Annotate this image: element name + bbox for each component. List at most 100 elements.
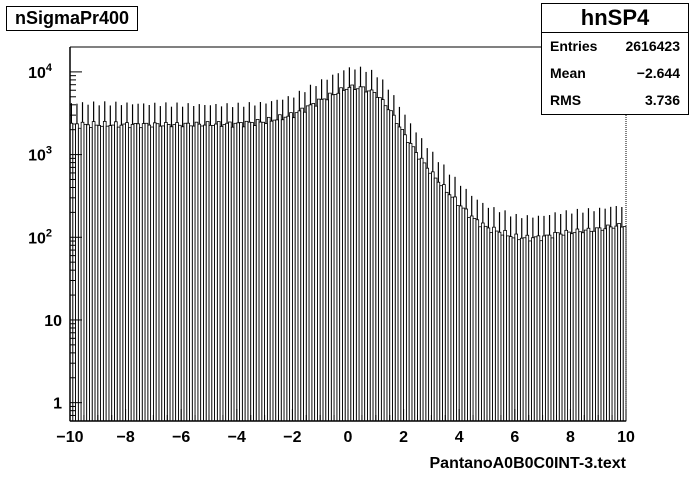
histogram-bin [130, 124, 135, 422]
stats-entries-value: 2616423 [625, 38, 680, 54]
histogram-bin [297, 110, 302, 422]
histogram-bin [186, 122, 190, 422]
histogram-bin [122, 123, 126, 422]
histogram-bin [347, 87, 352, 422]
histogram-bin [105, 125, 110, 422]
histogram-bin [558, 233, 563, 422]
histogram-bin [308, 104, 313, 422]
histogram-bin [453, 196, 457, 422]
histogram-bin [239, 122, 243, 422]
histogram-bin [444, 191, 449, 422]
x-tick-label: 0 [344, 429, 353, 446]
histogram-bin [417, 158, 421, 422]
histogram-bin [533, 236, 538, 422]
histogram-bin [506, 235, 510, 422]
histogram-bin [608, 226, 613, 422]
histogram-bin [378, 97, 382, 422]
histogram-bin [583, 229, 588, 422]
histogram-bin [564, 229, 569, 422]
histogram-bin [386, 109, 391, 422]
histogram-bin [317, 98, 321, 422]
histogram-bin [547, 234, 552, 422]
histogram-bin [595, 227, 599, 422]
histogram-bin [542, 235, 546, 422]
histogram-bin [278, 114, 282, 422]
histogram-bin [325, 99, 329, 422]
stats-row-mean: Mean −2.644 [542, 60, 688, 87]
stats-entries-label: Entries [550, 38, 598, 54]
histogram-bin [328, 92, 332, 422]
histogram-bin [136, 123, 140, 422]
histogram-bin [147, 124, 152, 422]
histogram-bin [250, 122, 254, 422]
histogram-bin [408, 143, 413, 422]
histogram-bin [241, 126, 246, 422]
y-tick-label: 1 [53, 396, 62, 413]
histogram-bin [100, 125, 104, 422]
histogram-bin [236, 122, 240, 422]
y-tick-label: 103 [28, 145, 52, 165]
histogram-bin [91, 121, 96, 422]
histogram-bin [289, 112, 293, 422]
histogram-bin [294, 112, 299, 422]
histogram-bin [102, 121, 107, 422]
histogram-bin [200, 125, 204, 422]
y-tick-label: 104 [28, 62, 53, 82]
histogram-bin [89, 127, 93, 422]
histogram-error-bars [70, 66, 623, 239]
histogram-bin [164, 122, 168, 422]
histogram-bin [400, 129, 405, 422]
histogram-bin [77, 127, 82, 422]
histogram-bin [272, 119, 277, 422]
histogram-bin [553, 231, 557, 422]
histogram-bin [344, 88, 349, 422]
histogram-bin [503, 230, 507, 422]
histogram-bin [141, 123, 146, 422]
histogram-bin [519, 237, 524, 422]
histogram-bin [361, 86, 366, 422]
histogram-bin [467, 217, 471, 422]
histogram-bin [419, 157, 424, 422]
histogram-bin [275, 119, 279, 422]
histogram-bin [481, 222, 485, 422]
histogram-bin [222, 124, 227, 422]
histogram-bin [144, 122, 149, 422]
stats-rms-label: RMS [550, 92, 582, 108]
histogram-bin [203, 124, 207, 422]
histogram-bin [169, 126, 174, 422]
histogram-bin [97, 125, 101, 422]
histogram-bin [261, 121, 266, 422]
histogram-bin [475, 219, 480, 422]
histogram-bin [567, 231, 571, 422]
histogram-bin [189, 125, 193, 422]
histogram-bin [280, 119, 285, 422]
histogram-bin [517, 239, 521, 422]
histogram-bin [83, 123, 88, 422]
stats-row-entries: Entries 2616423 [542, 33, 688, 60]
histogram-bin [570, 233, 574, 422]
stats-box: hnSP4 Entries 2616423 Mean −2.644 RMS 3.… [541, 3, 689, 115]
histogram-bin [575, 228, 580, 422]
histogram-bin [333, 93, 338, 422]
histogram-bin [597, 227, 602, 422]
histogram-bin [389, 110, 393, 422]
histogram-bin [258, 121, 263, 422]
stats-rms-value: 3.736 [644, 92, 680, 108]
histogram-bin [561, 234, 566, 422]
histogram-bin [133, 122, 138, 422]
histogram-bin [380, 99, 385, 422]
histogram-bin [422, 162, 427, 422]
histogram-bin [305, 105, 310, 422]
histogram-bin [339, 87, 343, 422]
histogram-bin [375, 97, 379, 422]
x-tick-label: −8 [116, 429, 134, 446]
histogram-bin [394, 123, 399, 422]
histogram-bin [139, 127, 143, 422]
x-tick-label: −4 [228, 429, 246, 446]
histogram-bin [439, 185, 443, 422]
histogram-bin [531, 237, 535, 422]
histogram-bin [111, 124, 115, 422]
histogram-bin [233, 122, 238, 422]
histogram-bin [492, 226, 496, 422]
